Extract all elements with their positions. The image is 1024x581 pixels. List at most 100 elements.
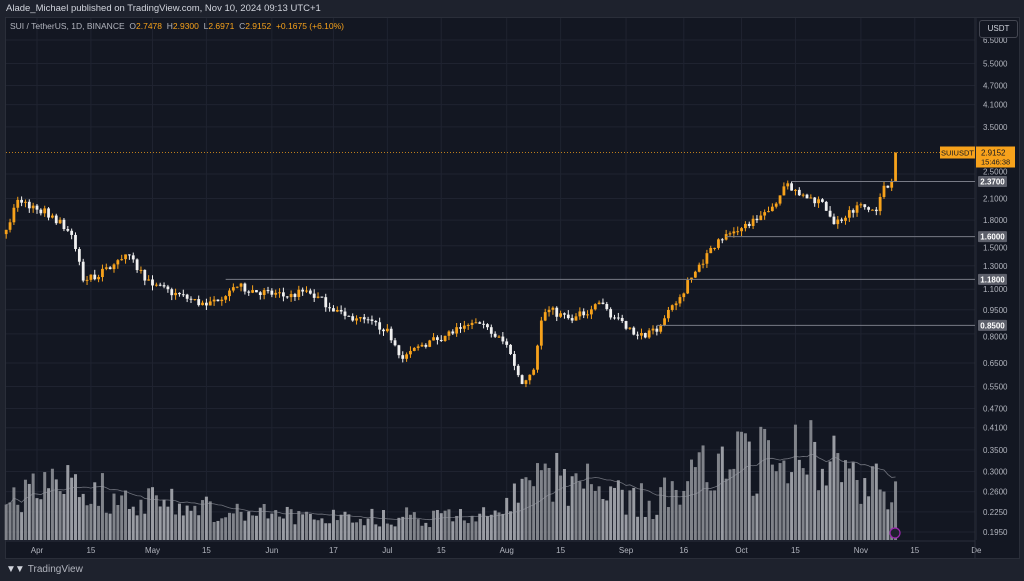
candle-body xyxy=(120,259,124,261)
event-lightning-icon xyxy=(889,527,901,539)
candle-body xyxy=(470,322,474,325)
change-value: +0.1675 (+6.10%) xyxy=(275,21,345,31)
candle-body xyxy=(797,189,801,196)
candle-body xyxy=(378,322,382,330)
candle-body xyxy=(93,274,97,280)
candle-body xyxy=(185,294,189,299)
volume-bar xyxy=(266,518,270,540)
volume-bar xyxy=(435,510,439,540)
price-tick-label: 5.5000 xyxy=(983,59,1008,68)
volume-bar xyxy=(736,431,740,540)
volume-bar xyxy=(878,489,882,540)
volume-bar xyxy=(401,516,405,540)
volume-bar xyxy=(216,520,220,540)
candle-body xyxy=(85,279,89,281)
volume-bar xyxy=(578,481,582,540)
volume-bar xyxy=(639,483,643,540)
price-tick-label: 1.1000 xyxy=(983,285,1008,294)
candle-body xyxy=(420,344,424,347)
bar-countdown: 15:46:38 xyxy=(981,158,1010,167)
candle-body xyxy=(389,328,393,341)
volume-bar xyxy=(659,487,663,540)
candle-body xyxy=(162,285,166,287)
volume-bar xyxy=(143,513,147,540)
volume-bar xyxy=(574,473,578,540)
volume-bar xyxy=(562,469,566,540)
candle-body xyxy=(385,328,389,332)
candle-body xyxy=(266,290,270,292)
candle-body xyxy=(447,331,451,336)
volume-bar xyxy=(177,503,181,540)
candle-body xyxy=(166,286,170,290)
candle-body xyxy=(362,317,366,320)
candle-body xyxy=(693,271,697,278)
volume-bar xyxy=(174,514,178,540)
candle-body xyxy=(882,185,886,198)
volume-moving-average-line xyxy=(6,453,896,521)
candle-body xyxy=(416,346,420,348)
volume-bar xyxy=(747,441,751,540)
volume-bar xyxy=(505,497,509,540)
candle-body xyxy=(759,215,763,221)
volume-bar xyxy=(501,513,505,540)
volume-bar xyxy=(763,428,767,540)
volume-bar xyxy=(867,496,871,540)
volume-bar xyxy=(355,522,359,540)
volume-bar xyxy=(713,490,717,540)
volume-bar xyxy=(740,431,744,540)
currency-button[interactable]: USDT xyxy=(979,20,1018,38)
volume-bar xyxy=(8,502,12,540)
candle-body xyxy=(509,344,512,355)
candle-body xyxy=(193,299,197,301)
last-price-tag xyxy=(976,146,1015,168)
time-tick-label: Jun xyxy=(265,546,278,555)
volume-bar xyxy=(443,510,447,540)
candle-body xyxy=(520,375,524,384)
candle-body xyxy=(147,279,151,281)
volume-bar xyxy=(859,503,863,540)
volume-bar xyxy=(709,490,713,540)
volume-bar xyxy=(66,465,70,540)
candle-body xyxy=(778,195,782,204)
candle-body xyxy=(497,336,501,338)
volume-bar xyxy=(331,509,335,540)
volume-bar xyxy=(478,513,482,540)
price-tick-label: 2.1000 xyxy=(983,195,1008,204)
volume-bar xyxy=(651,519,655,540)
candle-body xyxy=(847,210,851,218)
volume-bar xyxy=(320,518,324,540)
volume-bar xyxy=(462,520,466,540)
candle-body xyxy=(131,255,135,260)
volume-bar xyxy=(555,452,559,540)
candle-body xyxy=(135,259,139,271)
candle-body xyxy=(720,239,724,241)
candle-body xyxy=(570,318,574,321)
candle-body xyxy=(178,292,181,295)
volume-bar xyxy=(343,511,347,540)
volume-bar xyxy=(254,515,258,540)
price-tick-label: 0.4700 xyxy=(983,405,1008,414)
candle-body xyxy=(478,322,482,324)
volume-bar xyxy=(678,504,682,540)
level-price-label: 0.8500 xyxy=(980,321,1005,330)
volume-bar xyxy=(543,463,547,540)
volume-bar xyxy=(720,446,724,540)
volume-bar xyxy=(231,513,235,540)
candle-body xyxy=(54,215,58,224)
candle-body xyxy=(108,267,112,270)
candle-body xyxy=(801,194,805,196)
price-tick-label: 1.3000 xyxy=(983,262,1008,271)
volume-bar xyxy=(412,512,416,540)
volume-bar xyxy=(613,487,616,540)
candle-body xyxy=(636,334,639,336)
candle-body xyxy=(620,317,624,322)
volume-bar xyxy=(809,420,813,540)
candle-body xyxy=(66,229,70,231)
candle-body xyxy=(844,217,847,221)
volume-bar xyxy=(532,486,536,540)
candle-body xyxy=(817,199,820,204)
low-value: 2.6971 xyxy=(208,21,235,31)
volume-bar xyxy=(886,509,890,540)
price-tick-label: 0.6500 xyxy=(983,359,1008,368)
